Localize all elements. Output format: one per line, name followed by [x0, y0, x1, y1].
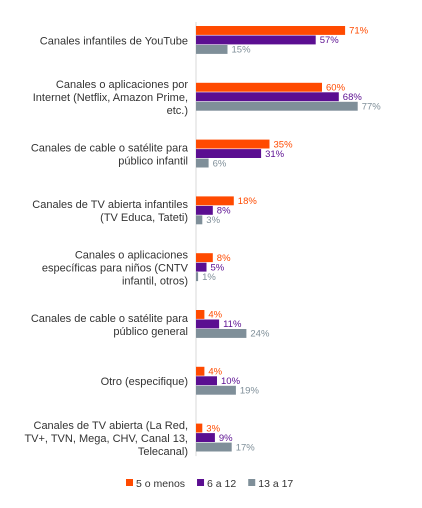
bar-6-a-12	[196, 376, 217, 386]
data-label: 10%	[221, 376, 241, 387]
bar-5-o-menos	[196, 366, 205, 376]
data-label: 6%	[213, 158, 227, 169]
category-label: Canales o aplicaciones por Internet (Netf…	[33, 79, 189, 117]
category-label: Canales de TV abierta (La Red, TV+, TVN, …	[24, 420, 188, 458]
category-label: Canales de cable o satélite para público …	[31, 313, 189, 338]
data-label: 11%	[223, 319, 242, 330]
bar-5-o-menos	[196, 139, 270, 149]
category-label-line: Canales de cable o satélite para	[31, 313, 189, 325]
legend-label: 6 a 12	[207, 478, 236, 490]
category-label: Canales de cable o satélite para público …	[31, 142, 189, 167]
bar-13-a-17	[196, 45, 228, 54]
data-label: 60%	[326, 83, 346, 94]
category-label-line: público infantil	[118, 155, 188, 167]
data-label: 77%	[362, 102, 382, 113]
data-label: 9%	[219, 433, 233, 444]
category-label-line: Internet (Netflix, Amazon Prime,	[33, 92, 188, 104]
category-label-line: Canales de TV abierta infantiles	[32, 199, 188, 211]
legend-label: 5 o menos	[136, 478, 185, 490]
bar-13-a-17	[196, 329, 247, 338]
data-label: 19%	[240, 386, 260, 397]
category-label: Canales infantiles de YouTube	[40, 35, 188, 47]
bar-13-a-17	[196, 158, 209, 168]
bar-5-o-menos	[196, 196, 234, 206]
category-label-line: etc.)	[167, 105, 188, 117]
data-label: 31%	[265, 149, 285, 160]
data-label: 1%	[202, 272, 216, 283]
bar-6-a-12	[196, 262, 207, 272]
legend-swatch	[248, 479, 256, 486]
bar-6-a-12	[196, 149, 262, 158]
legend-swatch	[126, 479, 133, 486]
legend-swatch	[197, 479, 205, 486]
data-label: 17%	[236, 442, 256, 453]
bar-5-o-menos	[196, 26, 346, 35]
category-label-line: Telecanal)	[138, 446, 188, 458]
category-label-line: específicas para niños (CNTV	[42, 262, 189, 274]
category-label-line: (TV Educa, Tateti)	[100, 212, 188, 224]
bar-5-o-menos	[196, 253, 213, 263]
category-label: Canales o aplicaciones específicas para n…	[42, 249, 189, 287]
data-label: 57%	[320, 35, 340, 46]
category-label: Otro (especifique)	[101, 376, 188, 388]
data-label: 15%	[232, 45, 252, 56]
category-label-line: Canales infantiles de YouTube	[40, 35, 188, 47]
category-label-line: infantil, otros)	[122, 275, 188, 287]
data-label: 3%	[206, 423, 220, 434]
category-label-line: Otro (especifique)	[101, 376, 188, 388]
data-label: 24%	[250, 329, 270, 340]
legend-label: 13 a 17	[258, 478, 293, 490]
data-label: 3%	[206, 215, 220, 226]
category-label-line: TV+, TVN, Mega, CHV, Canal 13,	[24, 433, 188, 445]
category-label-line: Canales de TV abierta (La Red,	[34, 420, 189, 432]
data-label: 8%	[217, 253, 231, 264]
data-label: 8%	[217, 206, 231, 217]
bar-6-a-12	[196, 205, 213, 215]
bar-6-a-12	[196, 92, 339, 102]
data-label: 4%	[208, 310, 222, 321]
bar-13-a-17	[196, 385, 236, 395]
data-label: 5%	[211, 262, 225, 273]
bar-6-a-12	[196, 35, 316, 45]
data-label: 35%	[274, 139, 294, 150]
bar-5-o-menos	[196, 82, 322, 92]
data-label: 68%	[343, 92, 363, 103]
bar-5-o-menos	[196, 310, 205, 319]
bar-5-o-menos	[196, 423, 203, 433]
bar-6-a-12	[196, 319, 220, 329]
data-label: 4%	[208, 367, 222, 378]
data-label: 18%	[238, 196, 258, 207]
category-label-line: Canales o aplicaciones	[75, 249, 189, 261]
bar-13-a-17	[196, 272, 199, 282]
category-label-line: público general	[113, 326, 188, 338]
bar-13-a-17	[196, 215, 203, 225]
data-label: 71%	[349, 26, 369, 37]
bar-6-a-12	[196, 433, 215, 442]
bar-13-a-17	[196, 442, 232, 452]
bar-13-a-17	[196, 101, 358, 111]
category-label-line: Canales o aplicaciones por	[56, 79, 188, 91]
category-label: Canales de TV abierta infantiles (TV Educ…	[32, 199, 188, 224]
category-label-line: Canales de cable o satélite para	[31, 142, 189, 154]
